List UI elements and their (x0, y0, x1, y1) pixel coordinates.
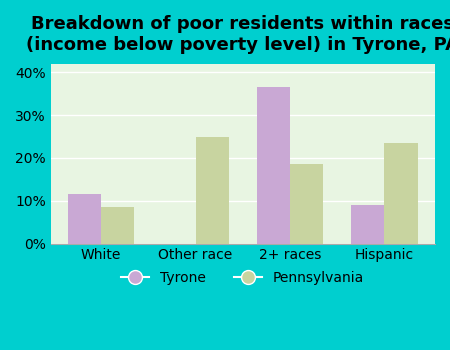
Title: Breakdown of poor residents within races
(income below poverty level) in Tyrone,: Breakdown of poor residents within races… (26, 15, 450, 54)
Bar (351, 205, 384, 244)
Bar (257, 87, 290, 244)
Bar (290, 164, 323, 244)
Bar (384, 143, 418, 244)
Bar (196, 136, 229, 244)
Bar (101, 207, 134, 244)
Bar (68, 194, 101, 244)
Legend: Tyrone, Pennsylvania: Tyrone, Pennsylvania (116, 266, 370, 290)
